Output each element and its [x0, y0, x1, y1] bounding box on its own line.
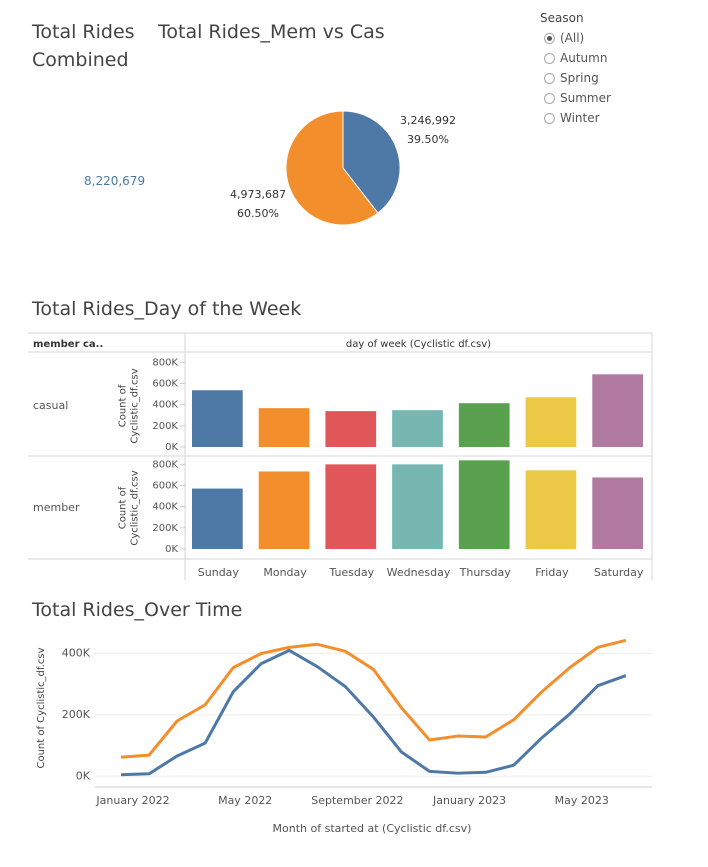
- radio-option[interactable]: Summer: [544, 88, 611, 108]
- bar-title: Total Rides_Day of the Week: [32, 298, 302, 320]
- y-tick-label: 0K: [165, 442, 178, 453]
- filter-title: Season: [540, 11, 584, 25]
- x-tick-label: September 2022: [311, 794, 403, 807]
- bar: [258, 471, 310, 549]
- y-tick-label: 200K: [62, 708, 91, 721]
- bar: [525, 397, 577, 447]
- y-tick-label: 400K: [62, 646, 91, 659]
- radio-dot[interactable]: [544, 52, 555, 64]
- radio-label[interactable]: (All): [560, 31, 585, 45]
- line-series: [120, 648, 627, 777]
- value-label: 3,246,992: [400, 114, 456, 127]
- x-tick-label: May 2023: [555, 794, 609, 807]
- line-series: [120, 638, 627, 759]
- filter-options: (All) Autumn Spring Summer Winter: [544, 28, 611, 128]
- percent-label: 39.50%: [407, 133, 449, 146]
- y-tick-label: 400K: [152, 400, 178, 411]
- bar: [192, 488, 243, 549]
- y-tick-label: 0K: [76, 769, 91, 782]
- row-label: casual: [33, 399, 68, 412]
- kpi-title: Total Rides Combined: [32, 21, 135, 71]
- radio-dot[interactable]: [544, 92, 555, 104]
- pie-slice: [285, 110, 379, 226]
- x-tick-label: Saturday: [594, 566, 644, 579]
- x-axis-label: Month of started at (Cyclistic df.csv): [273, 822, 472, 835]
- bar: [325, 464, 377, 549]
- radio-dot[interactable]: [544, 112, 555, 124]
- radio-option[interactable]: Spring: [544, 68, 611, 88]
- radio-dot[interactable]: [544, 32, 555, 44]
- bar: [592, 477, 643, 549]
- row-label: member: [33, 501, 80, 514]
- radio-label[interactable]: Spring: [560, 71, 599, 85]
- y-axis-label: Count of Cyclistic_df.csv: [36, 647, 47, 769]
- radio-option[interactable]: (All): [544, 28, 611, 48]
- y-tick-label: 600K: [152, 379, 178, 390]
- y-tick-label: 0K: [165, 544, 178, 555]
- y-tick-label: 200K: [152, 421, 178, 432]
- x-tick-label: Sunday: [198, 566, 240, 579]
- row-header: member ca..: [33, 339, 103, 350]
- value-label: 4,973,687: [230, 188, 286, 201]
- bar: [592, 374, 643, 447]
- radio-label[interactable]: Autumn: [560, 51, 608, 65]
- x-tick-label: January 2023: [432, 794, 506, 807]
- bar: [325, 411, 377, 447]
- x-tick-label: May 2022: [218, 794, 272, 807]
- x-tick-label: Monday: [263, 566, 307, 579]
- radio-label[interactable]: Summer: [560, 91, 611, 105]
- bar: [258, 408, 310, 447]
- y-tick-label: 800K: [152, 357, 178, 368]
- x-tick-label: January 2022: [95, 794, 169, 807]
- y-axis-label: Count of Cyclistic_df.csv: [117, 368, 141, 444]
- radio-label[interactable]: Winter: [560, 111, 600, 125]
- radio-dot[interactable]: [544, 72, 555, 84]
- x-tick-label: Tuesday: [328, 566, 374, 579]
- bar: [458, 460, 510, 549]
- bar: [192, 390, 243, 447]
- percent-label: 60.50%: [237, 207, 279, 220]
- column-header: day of week (Cyclistic df.csv): [346, 339, 491, 350]
- bar: [458, 403, 510, 447]
- bar: [392, 464, 443, 549]
- kpi-value: 8,220,679: [84, 174, 146, 188]
- pie-title: Total Rides_Mem vs Cas: [158, 21, 385, 43]
- y-tick-label: 200K: [152, 523, 178, 534]
- y-tick-label: 600K: [152, 481, 178, 492]
- y-tick-label: 800K: [152, 459, 178, 470]
- line-title: Total Rides_Over Time: [32, 599, 243, 621]
- pie-slice: [342, 110, 401, 214]
- y-tick-label: 400K: [152, 502, 178, 513]
- x-tick-label: Wednesday: [387, 566, 451, 579]
- bar: [525, 470, 577, 549]
- bar: [392, 410, 443, 447]
- radio-option[interactable]: Winter: [544, 108, 611, 128]
- x-tick-label: Thursday: [459, 566, 512, 579]
- radio-option[interactable]: Autumn: [544, 48, 611, 68]
- x-tick-label: Friday: [535, 566, 569, 579]
- y-axis-label: Count of Cyclistic_df.csv: [117, 470, 141, 546]
